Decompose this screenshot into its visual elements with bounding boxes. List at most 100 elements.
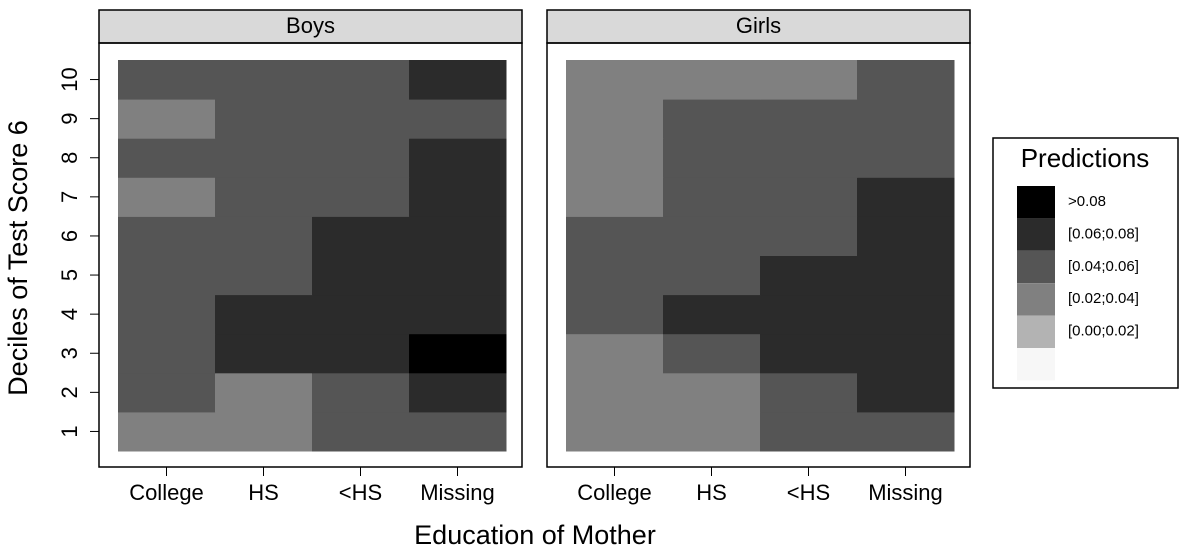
- x-axis-title: Education of Mother: [414, 520, 656, 550]
- cell: [760, 372, 858, 413]
- cell: [857, 333, 955, 374]
- panel-frame: [546, 42, 971, 468]
- cell: [312, 372, 410, 413]
- cell: [760, 411, 858, 452]
- cell: [663, 333, 761, 374]
- legend-title: Predictions: [1021, 143, 1150, 173]
- cell: [118, 255, 216, 296]
- cell: [312, 333, 410, 374]
- legend-label: [0.06;0.08]: [1068, 225, 1139, 242]
- legend-swatch: [1017, 283, 1055, 316]
- cell: [118, 333, 216, 374]
- y-tick-label: 4: [57, 308, 82, 320]
- cell: [312, 411, 410, 452]
- cell: [760, 138, 858, 178]
- cell: [409, 177, 507, 217]
- legend-swatch: [1017, 315, 1055, 348]
- cell: [312, 99, 410, 139]
- cell: [760, 294, 858, 335]
- cell: [760, 216, 858, 256]
- cell: [215, 333, 313, 374]
- cell: [215, 255, 313, 296]
- y-tick-label: 6: [57, 230, 82, 242]
- cell: [409, 372, 507, 413]
- cell: [663, 177, 761, 217]
- x-tick-label: HS: [248, 480, 279, 505]
- cell: [215, 372, 313, 413]
- cell: [118, 294, 216, 335]
- cell: [409, 255, 507, 296]
- cell: [566, 372, 664, 413]
- cell: [118, 216, 216, 256]
- cell: [566, 255, 664, 296]
- cell: [118, 99, 216, 139]
- cell: [215, 411, 313, 452]
- y-tick-label: 3: [57, 347, 82, 359]
- cell: [566, 177, 664, 217]
- legend-swatch: [1017, 186, 1055, 219]
- cell: [857, 372, 955, 413]
- cell: [118, 411, 216, 452]
- cell: [312, 60, 410, 100]
- cell: [857, 138, 955, 178]
- cell: [118, 372, 216, 413]
- cell: [663, 255, 761, 296]
- strip: [546, 9, 971, 44]
- cell: [409, 138, 507, 178]
- cell: [566, 216, 664, 256]
- cell: [663, 138, 761, 178]
- cell: [215, 216, 313, 256]
- legend-label: [0.00;0.02]: [1068, 323, 1139, 340]
- cell: [118, 138, 216, 178]
- cell: [409, 411, 507, 452]
- y-axis-title: Deciles of Test Score 6: [3, 120, 33, 396]
- panel-title: Girls: [736, 13, 781, 38]
- cell: [312, 255, 410, 296]
- cell: [566, 294, 664, 335]
- cell: [857, 255, 955, 296]
- cell: [760, 177, 858, 217]
- cell: [566, 138, 664, 178]
- cell: [760, 255, 858, 296]
- cell: [566, 333, 664, 374]
- cell: [215, 99, 313, 139]
- cell: [760, 99, 858, 139]
- cell: [215, 138, 313, 178]
- panel-frame: [98, 42, 523, 468]
- cell: [857, 60, 955, 100]
- cell: [215, 177, 313, 217]
- y-tick-label: 8: [57, 152, 82, 164]
- cell: [663, 294, 761, 335]
- cell: [312, 138, 410, 178]
- y-tick-label: 10: [57, 67, 82, 91]
- x-tick-label: College: [577, 480, 652, 505]
- y-tick-label: 5: [57, 269, 82, 281]
- x-tick-label: HS: [696, 480, 727, 505]
- cell: [409, 99, 507, 139]
- x-tick-label: <HS: [787, 480, 830, 505]
- x-tick-label: Missing: [420, 480, 495, 505]
- legend-label: [0.04;0.06]: [1068, 258, 1139, 275]
- cell: [566, 60, 664, 100]
- cell: [663, 60, 761, 100]
- cell: [409, 333, 507, 374]
- cell: [409, 60, 507, 100]
- cell: [760, 333, 858, 374]
- cell: [409, 294, 507, 335]
- legend-swatch: [1017, 218, 1055, 251]
- legend-label: [0.02;0.04]: [1068, 290, 1139, 307]
- cell: [215, 294, 313, 335]
- y-tick-label: 9: [57, 113, 82, 125]
- cell: [312, 177, 410, 217]
- cell: [663, 99, 761, 139]
- cell: [312, 294, 410, 335]
- cell: [215, 60, 313, 100]
- cell: [663, 411, 761, 452]
- x-tick-label: College: [129, 480, 204, 505]
- cell: [760, 60, 858, 100]
- cell: [857, 99, 955, 139]
- cell: [409, 216, 507, 256]
- cell: [663, 372, 761, 413]
